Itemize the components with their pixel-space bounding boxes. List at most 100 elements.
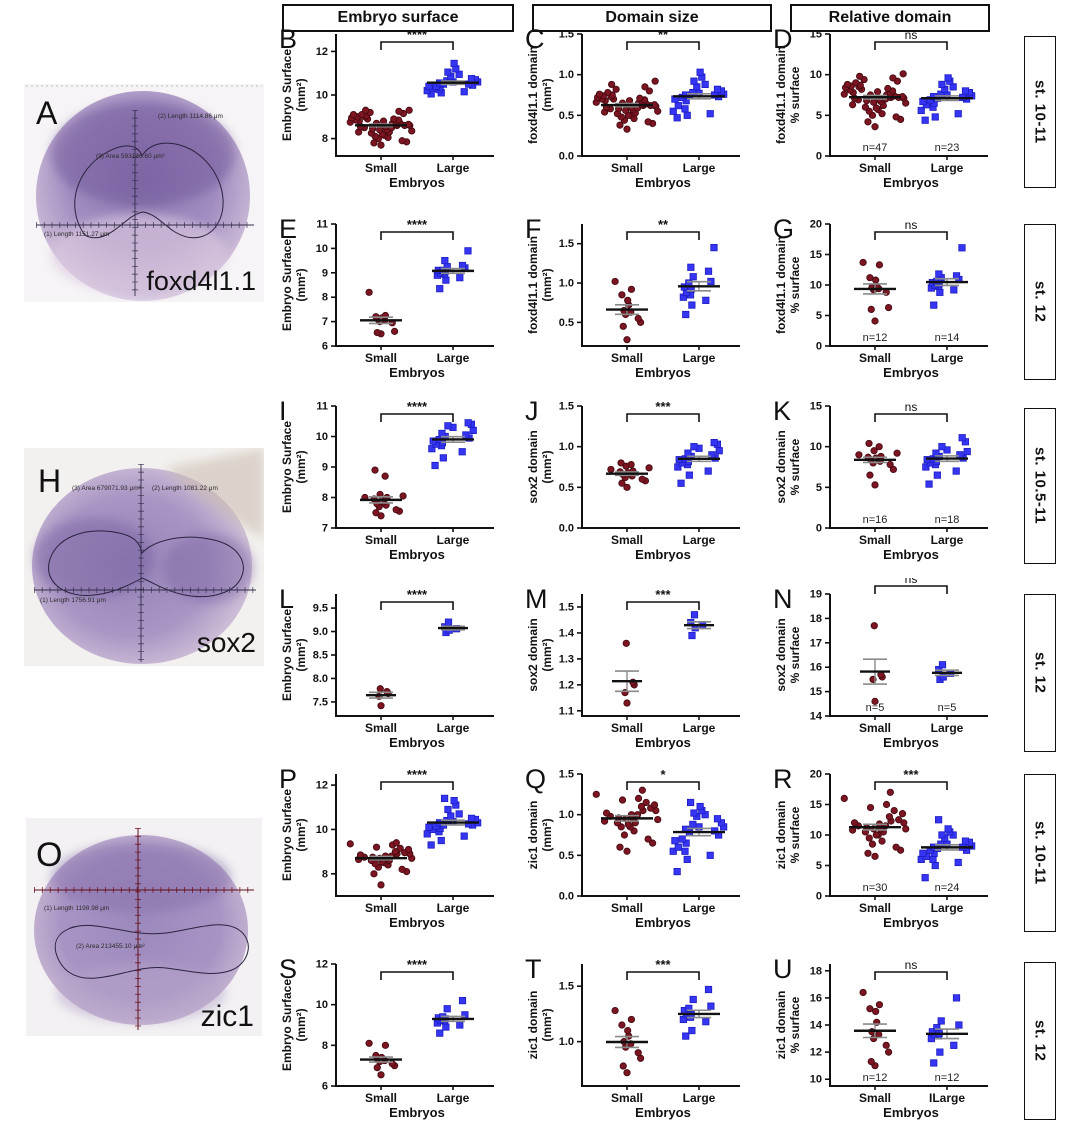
data-point — [921, 874, 929, 882]
data-point — [391, 327, 399, 335]
x-axis-title: Embryos — [883, 365, 939, 380]
data-point — [442, 1023, 450, 1031]
x-category-label: Small — [365, 533, 397, 547]
x-category-label: Small — [611, 901, 643, 915]
data-point — [604, 88, 612, 97]
data-point — [690, 611, 699, 619]
data-point — [623, 125, 631, 133]
data-point — [867, 1058, 875, 1066]
significance-label: **** — [407, 399, 428, 414]
x-axis-title: Embryos — [389, 365, 445, 380]
data-point — [864, 118, 872, 126]
data-point — [644, 118, 652, 126]
measure-annotation: (1) Length 1756.91 μm — [40, 597, 106, 604]
data-point — [438, 429, 446, 438]
data-point — [469, 426, 477, 435]
y-tick-label: 20 — [810, 219, 822, 231]
significance-bracket — [626, 971, 700, 980]
data-point — [681, 105, 689, 113]
data-point — [870, 98, 878, 106]
panel-letter: I — [279, 396, 287, 426]
data-point — [671, 837, 679, 845]
y-axis-title-line1: sox2 domain — [774, 618, 788, 691]
x-category-label: Small — [611, 533, 643, 547]
y-tick-label: 8 — [322, 133, 328, 145]
panel-letter: J — [525, 396, 539, 426]
y-tick-label: 10 — [316, 431, 328, 443]
x-category-label: Large — [683, 721, 716, 735]
data-point — [840, 90, 848, 98]
data-point — [963, 447, 971, 456]
data-point — [592, 790, 600, 798]
data-point — [713, 815, 722, 823]
data-point — [856, 72, 864, 80]
y-axis-title-line2: (mm²) — [294, 268, 308, 301]
data-point — [884, 84, 892, 93]
panel-letter: H — [38, 463, 61, 499]
data-point — [944, 74, 952, 82]
data-point — [682, 310, 690, 319]
y-axis-title-line1: foxd4l1.1 domain — [526, 46, 540, 144]
panel-letter: B — [279, 24, 297, 54]
y-tick-label: 15 — [810, 249, 822, 261]
data-point — [875, 1001, 884, 1009]
y-tick-label: 12 — [316, 959, 328, 971]
stage-label-row6: st. 12 — [1024, 962, 1056, 1120]
data-point — [371, 466, 379, 474]
data-point — [611, 277, 619, 286]
y-tick-label: 5 — [816, 482, 822, 494]
n-count-label: n=14 — [935, 332, 960, 344]
x-category-label: Large — [683, 533, 716, 547]
data-point — [404, 845, 413, 854]
x-category-label: Small — [859, 721, 891, 735]
y-tick-label: 14 — [810, 711, 823, 723]
data-point — [850, 819, 859, 827]
data-point — [866, 274, 874, 282]
data-point — [443, 1005, 451, 1013]
data-point — [674, 101, 682, 110]
data-point — [689, 273, 697, 281]
y-tick-label: 0 — [816, 341, 822, 353]
data-point — [467, 75, 476, 83]
significance-bracket — [874, 971, 948, 980]
data-point — [455, 810, 463, 818]
data-point — [425, 82, 433, 90]
data-point — [623, 847, 631, 855]
y-tick-label: 1.1 — [559, 705, 574, 717]
data-point — [462, 431, 470, 439]
data-point — [618, 1021, 626, 1029]
data-point — [690, 77, 698, 85]
significance-bracket — [626, 601, 700, 610]
scatter-points-large — [423, 59, 482, 98]
data-point — [892, 843, 900, 851]
data-point — [622, 639, 630, 647]
y-axis-title-line2: (mm²) — [540, 268, 554, 301]
column-header-relative-domain: Relative domain — [790, 4, 990, 32]
y-axis-title-line2: % surface — [788, 438, 802, 495]
data-point — [618, 291, 626, 299]
data-point — [365, 1039, 373, 1047]
y-tick-label: 0.0 — [559, 151, 574, 163]
x-category-label: Large — [931, 721, 964, 735]
n-count-label: n=5 — [866, 702, 885, 714]
significance-label: **** — [407, 27, 428, 42]
x-axis-title: Embryos — [883, 1105, 939, 1120]
y-axis-title-line2: (mm²) — [540, 1008, 554, 1041]
n-count-label: n=16 — [863, 514, 888, 526]
data-point — [645, 87, 654, 95]
x-axis-title: Embryos — [389, 915, 445, 930]
expression-domain-outline — [48, 530, 244, 598]
y-axis-title-line1: Embryo Surface — [280, 979, 294, 1071]
y-tick-label: 1.5 — [559, 769, 574, 781]
y-axis-title-line1: sox2 domain — [526, 618, 540, 691]
y-axis-title-line2: (mm²) — [294, 78, 308, 111]
y-axis-title-line2: (mm²) — [540, 818, 554, 851]
data-point — [689, 820, 697, 829]
y-tick-label: 12 — [810, 1047, 822, 1059]
data-point — [372, 509, 380, 517]
